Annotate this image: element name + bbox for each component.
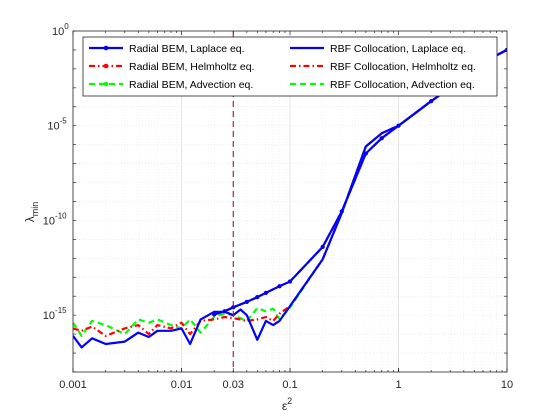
y-axis-subscript: min	[30, 202, 40, 217]
legend-entry: RBF Collocation, Helmholtz eq.	[290, 61, 476, 73]
y-axis-label: λmin	[23, 202, 40, 223]
x-axis-superscript: 2	[287, 396, 292, 406]
legend-label: RBF Collocation, Laplace eq.	[330, 43, 466, 55]
legend-entry: RBF Collocation, Advection eq.	[290, 79, 475, 91]
data-point	[255, 295, 260, 300]
legend-label: RBF Collocation, Advection eq.	[330, 79, 475, 91]
x-tick-label: 0.03	[223, 379, 244, 391]
x-axis-symbol: ε	[282, 399, 288, 413]
x-tick-label: 0.1	[282, 379, 297, 391]
legend-label: Radial BEM, Advection eq.	[129, 79, 253, 91]
y-tick-label: 10-10	[43, 211, 67, 227]
data-point	[231, 305, 236, 310]
y-tick-exponent: -15	[55, 306, 67, 315]
y-tick-exponent: -10	[55, 211, 67, 220]
x-tick-label: 10	[501, 379, 513, 391]
x-tick-label: 0.001	[59, 379, 87, 391]
legend-label: Radial BEM, Laplace eq.	[129, 43, 245, 55]
data-point	[339, 209, 344, 214]
y-tick-base: 10	[43, 215, 55, 227]
data-point	[222, 309, 227, 314]
data-point	[277, 284, 282, 289]
y-tick-exponent: -5	[60, 117, 68, 126]
data-point	[244, 299, 249, 304]
y-tick-base: 10	[52, 26, 64, 38]
data-point	[288, 279, 292, 284]
legend-label: Radial BEM, Helmholtz eq.	[129, 61, 254, 73]
legend-entry: Radial BEM, Advection eq.	[89, 79, 253, 91]
y-tick-base: 10	[47, 121, 59, 133]
x-axis-label: ε2	[282, 396, 292, 413]
legend-label: RBF Collocation, Helmholtz eq.	[330, 61, 476, 73]
legend-marker	[103, 63, 109, 69]
y-tick-exponent: 0	[64, 22, 69, 31]
data-point	[379, 136, 384, 141]
legend: Radial BEM, Laplace eq. Radial BEM, Helmh…	[82, 36, 498, 97]
y-tick-base: 10	[43, 310, 55, 322]
data-point	[320, 244, 325, 249]
data-point	[396, 123, 401, 128]
legend-marker	[103, 81, 109, 87]
data-point	[429, 99, 434, 104]
data-point	[263, 290, 268, 295]
y-tick-label: 10-5	[47, 117, 67, 133]
y-axis-symbol: λ	[23, 216, 37, 222]
legend-entry: Radial BEM, Laplace eq.	[89, 43, 245, 55]
x-tick-label: 1	[395, 379, 401, 391]
legend-entry: Radial BEM, Helmholtz eq.	[89, 61, 254, 73]
y-tick-label: 10-15	[43, 306, 67, 322]
legend-marker	[103, 45, 109, 51]
data-point	[212, 312, 217, 317]
y-axis-label-text: λmin	[23, 202, 40, 223]
x-tick-label: 0.01	[171, 379, 192, 391]
y-tick-label: 100	[52, 22, 69, 38]
x-axis-label-text: ε2	[282, 396, 292, 413]
data-point	[363, 151, 368, 156]
legend-entry: RBF Collocation, Laplace eq.	[290, 43, 466, 55]
